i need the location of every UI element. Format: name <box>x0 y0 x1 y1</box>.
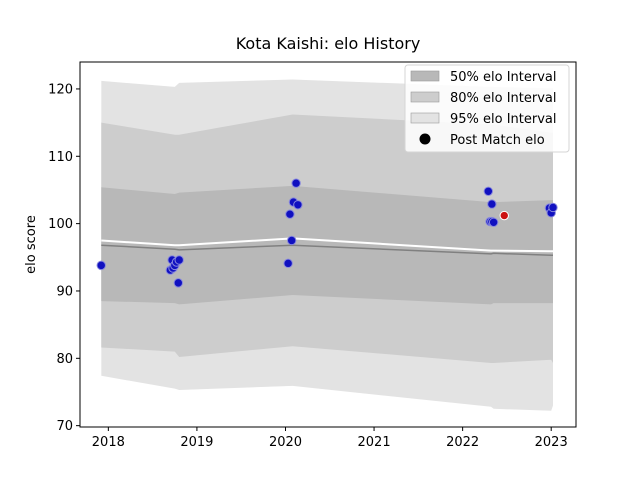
data-point <box>548 202 558 213</box>
x-tick-label: 2018 <box>92 435 125 450</box>
legend-label: 80% elo Interval <box>450 91 557 106</box>
x-tick-label: 2021 <box>358 435 391 450</box>
interval-bands <box>101 79 554 411</box>
x-tick-label: 2020 <box>269 435 302 450</box>
data-point <box>291 178 301 188</box>
y-axis: 70 80 90 100 110 120 <box>48 82 80 434</box>
y-tick-label: 90 <box>56 284 73 299</box>
x-axis: 2018 2019 2020 2021 2022 2023 <box>92 427 568 450</box>
median-line <box>101 237 553 253</box>
y-tick-label: 100 <box>48 217 73 232</box>
data-point <box>174 255 184 265</box>
legend-label: 50% elo Interval <box>450 70 557 85</box>
legend-label: Post Match elo <box>450 133 545 148</box>
data-point <box>283 258 293 269</box>
y-tick-label: 120 <box>48 82 73 97</box>
data-point <box>293 200 303 210</box>
data-point <box>487 199 497 209</box>
latest-data-point <box>499 210 509 221</box>
data-point <box>96 260 106 271</box>
legend-marker-post-match <box>419 133 431 145</box>
plot-area <box>96 79 558 411</box>
band-50-interval <box>101 185 554 305</box>
legend-swatch-50 <box>410 70 440 82</box>
axes-frame <box>79 61 577 428</box>
x-tick-label: 2019 <box>180 435 213 450</box>
data-point <box>483 186 494 196</box>
data-points <box>96 178 558 288</box>
legend: 50% elo Interval 80% elo Interval 95% elo … <box>404 64 570 153</box>
y-tick-label: 70 <box>56 419 73 434</box>
legend-box <box>404 64 570 153</box>
chart-title: Kota Kaishi: elo History <box>236 34 421 53</box>
legend-label: 95% elo Interval <box>450 112 557 127</box>
legend-swatch-80 <box>410 91 440 103</box>
x-tick-label: 2022 <box>446 435 479 450</box>
x-tick-label: 2023 <box>535 435 568 450</box>
data-point <box>285 209 295 219</box>
mean-line <box>101 244 553 257</box>
data-point <box>488 217 499 227</box>
y-tick-label: 80 <box>56 352 73 367</box>
y-axis-title: elo score <box>24 215 39 274</box>
data-point <box>173 278 184 288</box>
legend-swatch-95 <box>410 112 440 124</box>
y-tick-label: 110 <box>48 150 73 165</box>
trend-lines <box>101 237 553 257</box>
data-point <box>286 235 297 246</box>
